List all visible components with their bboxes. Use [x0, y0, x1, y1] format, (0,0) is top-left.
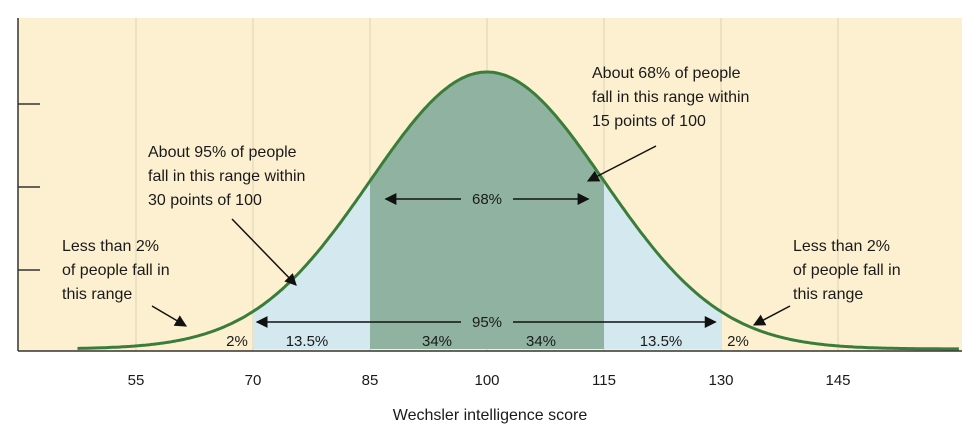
x-tick-label-55: 55	[128, 372, 145, 389]
annotation-68-percent-line: About 68% of people	[592, 65, 741, 82]
region-label-70-85: 13.5%	[286, 333, 329, 350]
x-tick-label-130: 130	[708, 372, 733, 389]
annotation-left-tail-line: Less than 2%	[62, 238, 159, 255]
annotation-95-percent-line: About 95% of people	[148, 144, 297, 161]
region-label-55-70: 2%	[226, 333, 248, 350]
annotation-right-tail-line: of people fall in	[793, 262, 901, 279]
x-tick-label-85: 85	[362, 372, 379, 389]
annotation-arrow-right-tail	[752, 305, 791, 326]
annotation-left-tail-line: this range	[62, 286, 132, 303]
annotation-68-percent: About 68% of people fall in this range wi…	[592, 65, 749, 130]
x-tick-label-100: 100	[474, 372, 499, 389]
range-label-68pct: 68%	[472, 191, 502, 208]
annotation-right-tail-line: this range	[793, 286, 863, 303]
x-tick-labels: 55 70 85 100 115 130 145	[128, 372, 851, 389]
annotations: About 68% of people fall in this range wi…	[62, 65, 901, 327]
annotation-arrow-left-tail	[151, 305, 188, 327]
annotation-95-percent: About 95% of people fall in this range wi…	[148, 144, 305, 209]
annotation-arrow-95	[231, 218, 297, 286]
region-label-85-100: 34%	[422, 333, 452, 350]
distribution-curve	[77, 70, 959, 351]
annotation-68-percent-line: 15 points of 100	[592, 113, 706, 130]
annotation-left-tail: Less than 2% of people fall in this range	[62, 238, 170, 303]
annotation-right-tail: Less than 2% of people fall in this range	[793, 238, 901, 303]
region-label-130-145: 2%	[727, 333, 749, 350]
x-tick-label-115: 115	[592, 372, 616, 389]
range-label-95pct: 95%	[472, 314, 502, 331]
annotation-68-percent-line: fall in this range within	[592, 89, 749, 106]
region-fill-85-115	[370, 72, 604, 349]
range-arrows: 68% 95%	[255, 191, 717, 331]
annotation-right-tail-line: Less than 2%	[793, 238, 890, 255]
region-label-100-115: 34%	[526, 333, 556, 350]
x-tick-label-70: 70	[245, 372, 262, 389]
annotation-95-percent-line: 30 points of 100	[148, 192, 262, 209]
annotation-arrow-68	[586, 145, 657, 182]
annotation-left-tail-line: of people fall in	[62, 262, 170, 279]
annotation-95-percent-line: fall in this range within	[148, 168, 305, 185]
region-label-115-130: 13.5%	[640, 333, 683, 350]
x-axis-label: Wechsler intelligence score	[393, 407, 588, 424]
region-percent-labels: 2% 13.5% 34% 34% 13.5% 2%	[226, 333, 749, 350]
x-tick-label-145: 145	[825, 372, 850, 389]
